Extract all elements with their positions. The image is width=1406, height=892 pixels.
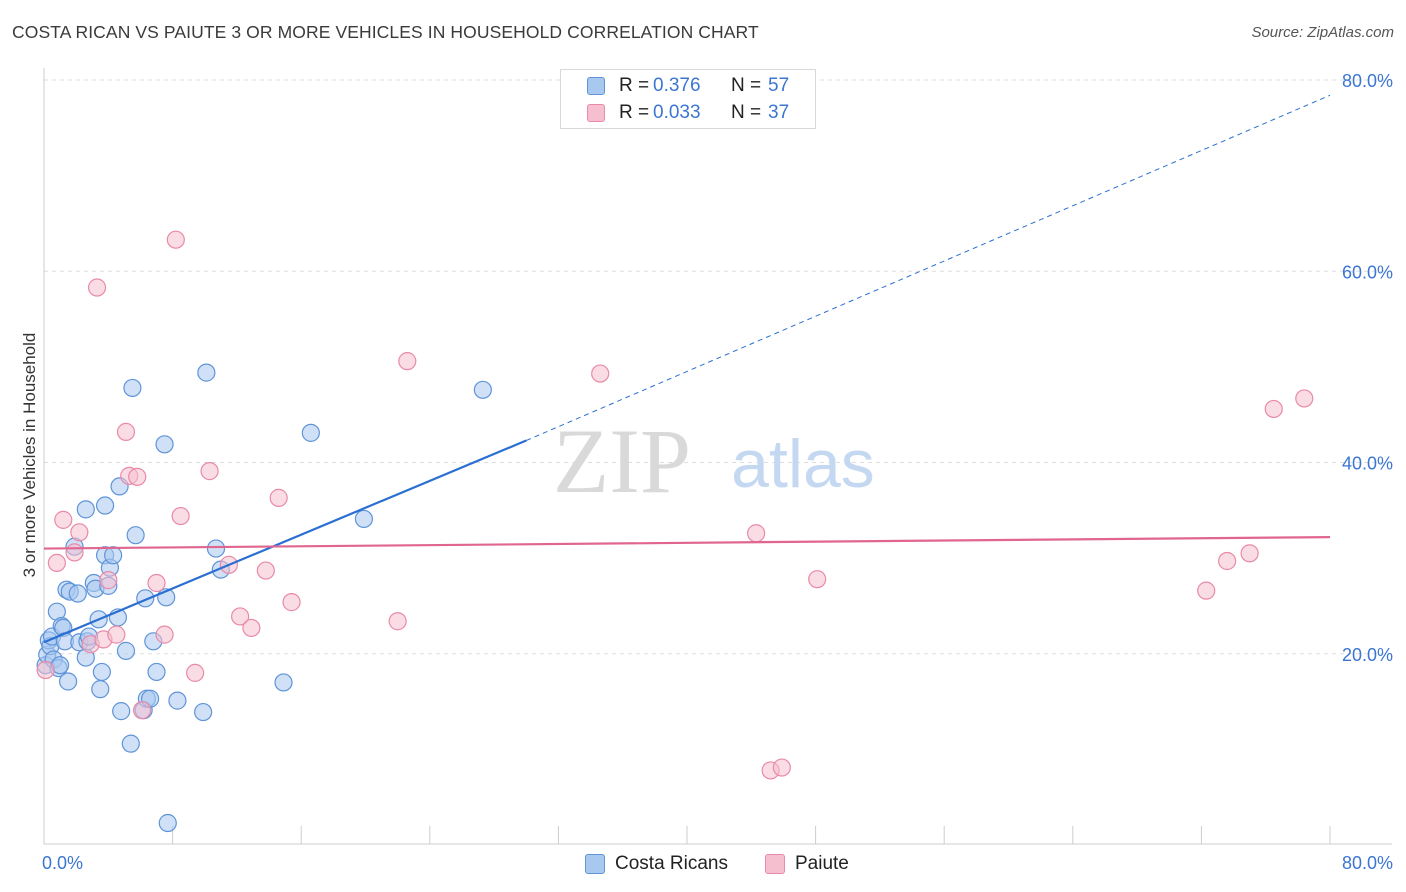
- paiute-trend-line: [43, 535, 1331, 550]
- paiute-point: [772, 758, 791, 777]
- paiute-point: [808, 570, 827, 589]
- paiute-point: [747, 524, 766, 543]
- paiute-point: [186, 663, 205, 682]
- paiute-point: [36, 660, 55, 680]
- paiute-point: [1240, 544, 1259, 563]
- paiute-point: [231, 607, 250, 626]
- costa-rican-point: [473, 380, 492, 399]
- costa-rican-point: [123, 378, 142, 398]
- legend-item-costa-ricans: Costa Ricans: [585, 852, 728, 876]
- watermark-atlas: atlas: [731, 426, 875, 502]
- costa-rican-point: [59, 672, 78, 691]
- costa-rican-point: [68, 584, 87, 603]
- paiute-point: [116, 422, 136, 441]
- costa-rican-point: [301, 423, 320, 442]
- n-label: N =: [731, 102, 762, 123]
- costa-rican-point: [91, 680, 110, 699]
- x-tick-label-min: 0.0%: [42, 853, 83, 873]
- costa-rican-point: [194, 702, 213, 722]
- y-tick-label: 80.0%: [1342, 71, 1393, 91]
- legend-stats: R = 0.376 N = 57 R = 0.033 N = 37: [560, 69, 816, 129]
- n-value: 57: [768, 75, 790, 96]
- paiute-point: [269, 488, 288, 507]
- paiute-point: [147, 573, 166, 593]
- costa-rican-point: [197, 363, 216, 382]
- costa-rican-point: [354, 509, 373, 529]
- paiute-point: [200, 462, 219, 481]
- costa-rican-point: [95, 496, 115, 515]
- r-value: 0.033: [653, 102, 701, 123]
- costa-rican-point: [112, 702, 131, 721]
- legend-item-paiute: Paiute: [765, 852, 849, 876]
- costa-rican-point: [76, 500, 95, 519]
- costa-rican-point: [147, 662, 166, 682]
- paiute-point: [388, 612, 407, 631]
- costa-rican-point: [168, 691, 187, 710]
- axes: [43, 68, 1392, 845]
- legend-label: Costa Ricans: [615, 853, 728, 874]
- paiute-point: [87, 278, 107, 297]
- paiute-point: [47, 553, 66, 573]
- paiute-point: [171, 506, 190, 526]
- y-tick-label: 20.0%: [1342, 645, 1393, 665]
- legend-swatch-blue: [585, 854, 605, 874]
- costa-rican-trend-line: [43, 439, 527, 644]
- paiute-point: [132, 701, 152, 720]
- paiute-point: [591, 364, 610, 383]
- watermark: ZIP atlas: [553, 410, 875, 512]
- costa-rican-point: [158, 813, 177, 833]
- paiute-point: [398, 352, 417, 371]
- source-label: Source: ZipAtlas.com: [1251, 24, 1394, 41]
- costa-rican-point: [92, 662, 111, 682]
- legend-row-costa-ricans: R = 0.376 N = 57: [560, 73, 789, 99]
- paiute-point: [282, 593, 301, 612]
- costa-rican-point: [274, 673, 293, 692]
- tick-labels: 20.0% 40.0% 60.0% 80.0% 0.0% 80.0%: [42, 71, 1393, 873]
- legend-swatch-pink: [587, 104, 605, 122]
- costa-rican-point: [206, 539, 226, 558]
- paiute-point: [107, 625, 126, 644]
- x-tick-label-max: 80.0%: [1342, 853, 1393, 873]
- paiute-point: [166, 230, 185, 249]
- costa-rican-point: [155, 435, 174, 454]
- paiute-point: [242, 618, 261, 638]
- trend-lines: [43, 94, 1331, 644]
- grid-lines: [44, 79, 1392, 655]
- r-value: 0.376: [653, 75, 701, 96]
- costa-rican-trend-extension: [526, 94, 1331, 441]
- costa-rican-point: [116, 641, 136, 660]
- paiute-point: [128, 467, 147, 486]
- paiute-point: [1295, 389, 1314, 408]
- legend-swatch-blue: [587, 77, 605, 95]
- paiute-point: [54, 510, 73, 529]
- n-value: 37: [768, 102, 790, 123]
- n-label: N =: [731, 75, 762, 96]
- data-points: [36, 230, 1314, 833]
- paiute-point: [1264, 399, 1283, 419]
- chart-title: COSTA RICAN VS PAIUTE 3 OR MORE VEHICLES…: [12, 22, 759, 42]
- paiute-point: [1218, 551, 1237, 571]
- legend-row-paiute: R = 0.033 N = 37: [560, 100, 789, 126]
- paiute-point: [256, 561, 275, 580]
- costa-rican-point: [104, 546, 123, 565]
- legend-swatch-pink: [765, 854, 785, 874]
- y-tick-label: 40.0%: [1342, 454, 1393, 474]
- legend-label: Paiute: [795, 853, 849, 874]
- costa-rican-point: [121, 734, 140, 753]
- y-tick-label: 60.0%: [1342, 262, 1393, 282]
- r-label: R =: [619, 102, 650, 123]
- paiute-point: [70, 523, 89, 542]
- paiute-point: [99, 571, 118, 590]
- paiute-point: [155, 625, 174, 644]
- r-label: R =: [619, 75, 650, 96]
- watermark-zip: ZIP: [553, 410, 691, 512]
- paiute-point: [1197, 581, 1216, 600]
- paiute-point: [65, 543, 84, 562]
- costa-rican-point: [126, 526, 145, 545]
